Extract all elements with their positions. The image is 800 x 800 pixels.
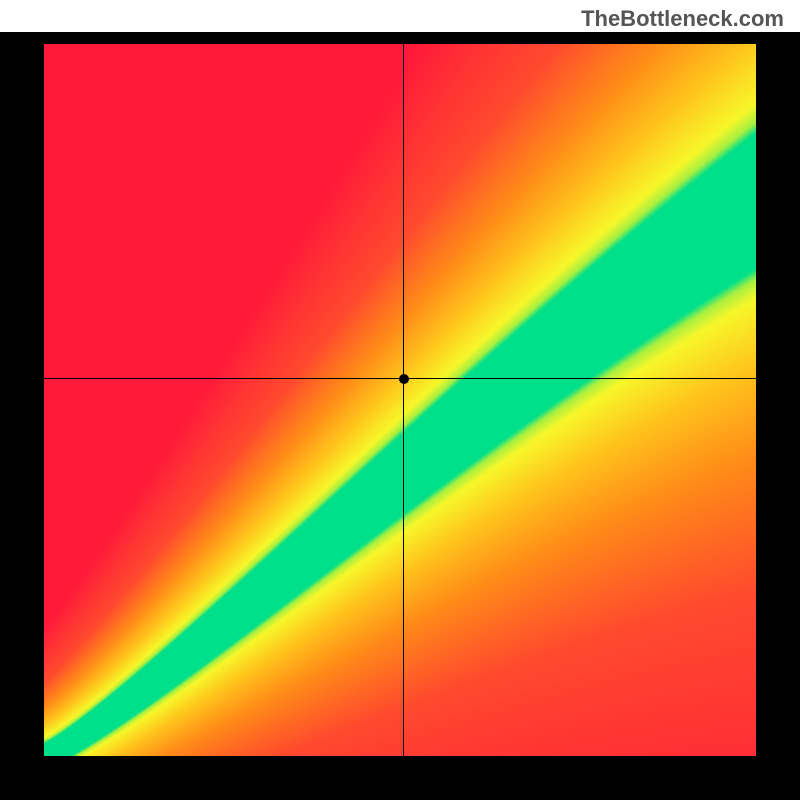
bottleneck-heatmap [44,44,756,756]
chart-plot-area [44,44,756,756]
chart-outer-frame [0,32,800,800]
crosshair-vertical [403,44,404,756]
watermark-text: TheBottleneck.com [581,6,784,32]
selected-point-marker [399,374,409,384]
